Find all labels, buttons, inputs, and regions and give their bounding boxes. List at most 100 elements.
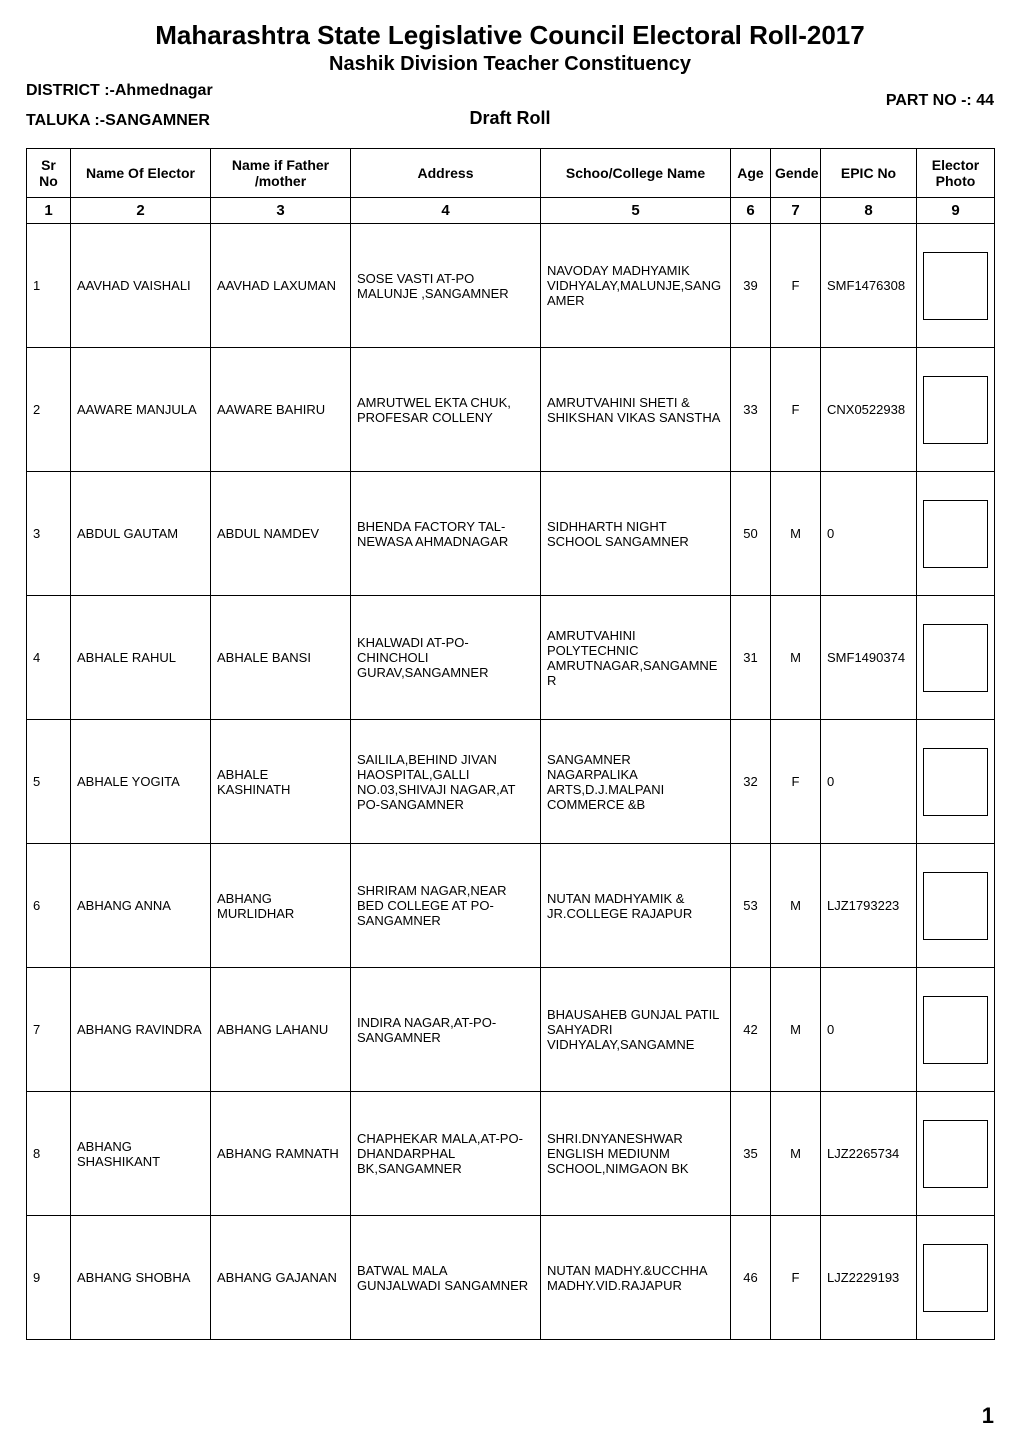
cell-age: 33 xyxy=(731,348,771,472)
cell-epic-no: LJZ1793223 xyxy=(821,844,917,968)
cell-gender: M xyxy=(771,596,821,720)
table-row: 2AAWARE MANJULAAAWARE BAHIRUAMRUTWEL EKT… xyxy=(27,348,995,472)
cell-father-name: ABHALE KASHINATH xyxy=(211,720,351,844)
cell-father-name: ABHANG MURLIDHAR xyxy=(211,844,351,968)
cell-school: AMRUTVAHINI POLYTECHNIC AMRUTNAGAR,SANGA… xyxy=(541,596,731,720)
column-number: 5 xyxy=(541,198,731,224)
cell-epic-no: LJZ2265734 xyxy=(821,1092,917,1216)
header-number-row: 123456789 xyxy=(27,198,995,224)
cell-elector-name: AAWARE MANJULA xyxy=(71,348,211,472)
cell-father-name: ABHANG GAJANAN xyxy=(211,1216,351,1340)
cell-address: KHALWADI AT-PO-CHINCHOLI GURAV,SANGAMNER xyxy=(351,596,541,720)
cell-elector-name: ABHANG RAVINDRA xyxy=(71,968,211,1092)
cell-age: 42 xyxy=(731,968,771,1092)
column-number: 3 xyxy=(211,198,351,224)
cell-gender: M xyxy=(771,968,821,1092)
title-sub: Nashik Division Teacher Constituency xyxy=(26,53,994,76)
table-row: 5ABHALE YOGITAABHALE KASHINATHSAILILA,BE… xyxy=(27,720,995,844)
cell-father-name: ABHANG RAMNATH xyxy=(211,1092,351,1216)
photo-box xyxy=(923,624,988,692)
cell-address: BHENDA FACTORY TAL- NEWASA AHMADNAGAR xyxy=(351,472,541,596)
cell-father-name: AAWARE BAHIRU xyxy=(211,348,351,472)
column-number: 2 xyxy=(71,198,211,224)
cell-gender: F xyxy=(771,720,821,844)
table-row: 4ABHALE RAHULABHALE BANSIKHALWADI AT-PO-… xyxy=(27,596,995,720)
cell-school: SHRI.DNYANESHWAR ENGLISH MEDIUNM SCHOOL,… xyxy=(541,1092,731,1216)
photo-box xyxy=(923,376,988,444)
photo-box xyxy=(923,872,988,940)
cell-elector-photo xyxy=(917,472,995,596)
table-body: 1AAVHAD VAISHALIAAVHAD LAXUMANSOSE VASTI… xyxy=(27,224,995,1340)
page: Maharashtra State Legislative Council El… xyxy=(0,0,1020,1443)
cell-epic-no: LJZ2229193 xyxy=(821,1216,917,1340)
cell-epic-no: 0 xyxy=(821,720,917,844)
table-head: Sr NoName Of ElectorName if Father /moth… xyxy=(27,149,995,224)
cell-elector-photo xyxy=(917,348,995,472)
cell-elector-photo xyxy=(917,596,995,720)
cell-elector-name: AAVHAD VAISHALI xyxy=(71,224,211,348)
cell-age: 46 xyxy=(731,1216,771,1340)
cell-age: 35 xyxy=(731,1092,771,1216)
cell-srno: 8 xyxy=(27,1092,71,1216)
cell-school: SANGAMNER NAGARPALIKA ARTS,D.J.MALPANI C… xyxy=(541,720,731,844)
table-row: 3ABDUL GAUTAMABDUL NAMDEVBHENDA FACTORY … xyxy=(27,472,995,596)
table-row: 6ABHANG ANNAABHANG MURLIDHARSHRIRAM NAGA… xyxy=(27,844,995,968)
cell-srno: 3 xyxy=(27,472,71,596)
cell-address: SAILILA,BEHIND JIVAN HAOSPITAL,GALLI NO.… xyxy=(351,720,541,844)
cell-srno: 5 xyxy=(27,720,71,844)
cell-age: 53 xyxy=(731,844,771,968)
cell-elector-photo xyxy=(917,844,995,968)
photo-box xyxy=(923,1244,988,1312)
cell-epic-no: 0 xyxy=(821,968,917,1092)
cell-elector-photo xyxy=(917,224,995,348)
cell-srno: 2 xyxy=(27,348,71,472)
cell-srno: 7 xyxy=(27,968,71,1092)
column-header: Address xyxy=(351,149,541,198)
column-header: Elector Photo xyxy=(917,149,995,198)
column-header: Name if Father /mother xyxy=(211,149,351,198)
cell-elector-name: ABDUL GAUTAM xyxy=(71,472,211,596)
header-row: Sr NoName Of ElectorName if Father /moth… xyxy=(27,149,995,198)
cell-srno: 4 xyxy=(27,596,71,720)
cell-elector-name: ABHALE YOGITA xyxy=(71,720,211,844)
cell-school: SIDHHARTH NIGHT SCHOOL SANGAMNER xyxy=(541,472,731,596)
table-row: 8ABHANG SHASHIKANTABHANG RAMNATHCHAPHEKA… xyxy=(27,1092,995,1216)
photo-box xyxy=(923,996,988,1064)
column-header: Sr No xyxy=(27,149,71,198)
cell-school: NUTAN MADHY.&UCCHHA MADHY.VID.RAJAPUR xyxy=(541,1216,731,1340)
cell-elector-name: ABHALE RAHUL xyxy=(71,596,211,720)
cell-epic-no: SMF1476308 xyxy=(821,224,917,348)
draft-roll-label: Draft Roll xyxy=(470,108,551,129)
column-number: 1 xyxy=(27,198,71,224)
cell-address: AMRUTWEL EKTA CHUK, PROFESAR COLLENY xyxy=(351,348,541,472)
cell-age: 39 xyxy=(731,224,771,348)
cell-school: NAVODAY MADHYAMIK VIDHYALAY,MALUNJE,SANG… xyxy=(541,224,731,348)
cell-elector-photo xyxy=(917,1216,995,1340)
cell-elector-name: ABHANG SHOBHA xyxy=(71,1216,211,1340)
cell-father-name: ABDUL NAMDEV xyxy=(211,472,351,596)
cell-elector-photo xyxy=(917,968,995,1092)
cell-srno: 1 xyxy=(27,224,71,348)
cell-school: NUTAN MADHYAMIK & JR.COLLEGE RAJAPUR xyxy=(541,844,731,968)
cell-srno: 9 xyxy=(27,1216,71,1340)
cell-age: 50 xyxy=(731,472,771,596)
column-header: Name Of Elector xyxy=(71,149,211,198)
cell-gender: F xyxy=(771,1216,821,1340)
cell-epic-no: 0 xyxy=(821,472,917,596)
table-row: 9ABHANG SHOBHAABHANG GAJANANBATWAL MALA … xyxy=(27,1216,995,1340)
cell-gender: M xyxy=(771,472,821,596)
cell-elector-name: ABHANG ANNA xyxy=(71,844,211,968)
photo-box xyxy=(923,500,988,568)
cell-elector-photo xyxy=(917,720,995,844)
column-header: EPIC No xyxy=(821,149,917,198)
cell-elector-name: ABHANG SHASHIKANT xyxy=(71,1092,211,1216)
cell-father-name: AAVHAD LAXUMAN xyxy=(211,224,351,348)
cell-school: AMRUTVAHINI SHETI & SHIKSHAN VIKAS SANST… xyxy=(541,348,731,472)
column-number: 8 xyxy=(821,198,917,224)
cell-age: 31 xyxy=(731,596,771,720)
photo-box xyxy=(923,1120,988,1188)
column-number: 4 xyxy=(351,198,541,224)
page-number: 1 xyxy=(982,1403,994,1429)
header-strip: DISTRICT :-Ahmednagar TALUKA :-SANGAMNER… xyxy=(26,82,994,134)
cell-elector-photo xyxy=(917,1092,995,1216)
